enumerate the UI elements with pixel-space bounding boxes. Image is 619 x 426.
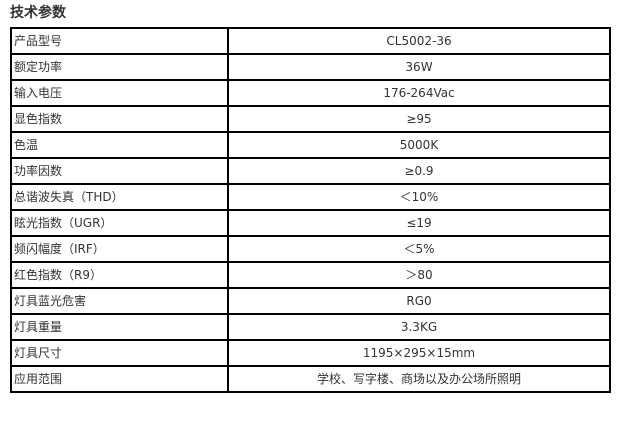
spec-label: 总谐波失真（THD）	[10, 183, 229, 211]
table-row: 频闪幅度（IRF） ＜5%	[10, 235, 611, 263]
table-row: 灯具重量 3.3KG	[10, 313, 611, 341]
spec-value: 3.3KG	[227, 313, 611, 341]
spec-label: 应用范围	[10, 365, 229, 393]
spec-label: 眩光指数（UGR）	[10, 209, 229, 237]
table-row: 应用范围 学校、写字楼、商场以及办公场所照明	[10, 365, 611, 393]
spec-label: 色温	[10, 131, 229, 159]
spec-label: 输入电压	[10, 79, 229, 107]
spec-label: 额定功率	[10, 53, 229, 81]
table-row: 输入电压 176-264Vac	[10, 79, 611, 107]
spec-value: ≥0.9	[227, 157, 611, 185]
spec-label: 产品型号	[10, 27, 229, 55]
spec-label: 红色指数（R9）	[10, 261, 229, 289]
table-row: 灯具尺寸 1195×295×15mm	[10, 339, 611, 367]
spec-value: 176-264Vac	[227, 79, 611, 107]
table-row: 额定功率 36W	[10, 53, 611, 81]
table-row: 红色指数（R9） ＞80	[10, 261, 611, 289]
spec-value: 5000K	[227, 131, 611, 159]
table-row: 眩光指数（UGR） ≤19	[10, 209, 611, 237]
spec-label: 功率因数	[10, 157, 229, 185]
spec-value: 学校、写字楼、商场以及办公场所照明	[227, 365, 611, 393]
spec-value: 1195×295×15mm	[227, 339, 611, 367]
table-row: 灯具蓝光危害 RG0	[10, 287, 611, 315]
spec-value: ≥95	[227, 105, 611, 133]
table-row: 色温 5000K	[10, 131, 611, 159]
spec-value: ＞80	[227, 261, 611, 289]
spec-value: ＜10%	[227, 183, 611, 211]
spec-label: 灯具蓝光危害	[10, 287, 229, 315]
spec-value: ≤19	[227, 209, 611, 237]
spec-value: RG0	[227, 287, 611, 315]
table-row: 显色指数 ≥95	[10, 105, 611, 133]
table-row: 产品型号 CL5002-36	[10, 27, 611, 55]
spec-label: 显色指数	[10, 105, 229, 133]
spec-table: 产品型号 CL5002-36 额定功率 36W 输入电压 176-264Vac 显色指数 ≥9…	[10, 27, 611, 393]
spec-label: 灯具尺寸	[10, 339, 229, 367]
spec-label: 灯具重量	[10, 313, 229, 341]
spec-value: ＜5%	[227, 235, 611, 263]
section-title: 技术参数	[10, 5, 66, 21]
spec-value: CL5002-36	[227, 27, 611, 55]
spec-label: 频闪幅度（IRF）	[10, 235, 229, 263]
table-row: 总谐波失真（THD） ＜10%	[10, 183, 611, 211]
spec-value: 36W	[227, 53, 611, 81]
table-row: 功率因数 ≥0.9	[10, 157, 611, 185]
